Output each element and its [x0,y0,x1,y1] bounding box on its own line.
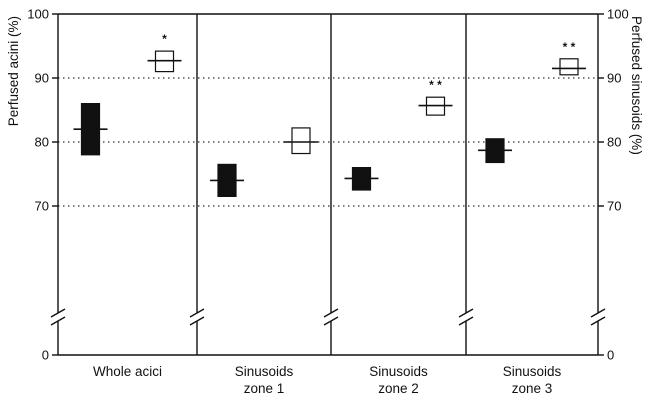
axis-break-mark [590,316,606,326]
axis-break-mark [50,316,66,326]
y-tick-label-right: 70 [607,199,621,214]
axis-ticks: 0 0 70 70 80 80 90 90 100 100 [27,7,628,363]
category-label: Sinusoids [503,364,562,379]
axis-break-mark [590,308,606,318]
y-tick-label-right: 100 [607,7,629,22]
axis-break-mark [50,308,66,318]
y-axis-label-left: Perfused acini (%) [6,16,21,126]
category-label: zone 3 [512,381,553,396]
y-tick-label-left: 100 [27,7,49,22]
y-tick-label-right: 0 [607,348,614,363]
axis-break-mark [458,316,474,326]
category-label: Whole acici [93,364,162,379]
open-box [559,58,579,76]
plot-frame [50,13,606,356]
y-tick-label-left: 70 [35,199,49,214]
open-box [291,127,311,155]
y-tick-label-left: 80 [35,135,49,150]
y-tick-label-right: 80 [607,135,621,150]
data-boxes: * * * * * [73,32,586,197]
axis-break-mark [458,308,474,318]
category-labels: Whole acici Sinusoids zone 1 Sinusoids zone … [93,364,562,396]
significance-marker: * * [429,78,442,92]
significance-marker: * [162,32,167,46]
axis-break-mark [189,308,205,318]
y-tick-label-left: 0 [42,348,49,363]
axis-break-mark [189,316,205,326]
y-axis-label-right: Perfused sinusoids (%) [629,16,644,155]
category-label: zone 1 [244,381,285,396]
gridlines [58,77,598,207]
axis-break-mark [323,316,339,326]
y-tick-label-left: 90 [35,71,49,86]
axis-break-mark [323,308,339,318]
category-label: Sinusoids [235,364,294,379]
category-label: Sinusoids [369,364,428,379]
category-label: zone 2 [378,381,419,396]
y-tick-label-right: 90 [607,71,621,86]
significance-marker: * * [563,40,576,54]
